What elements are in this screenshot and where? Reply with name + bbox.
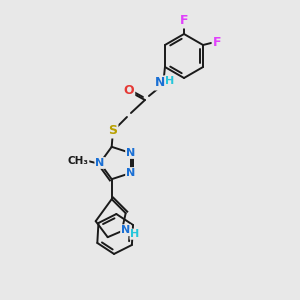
Text: H: H [165, 76, 175, 86]
Text: O: O [124, 83, 134, 97]
Text: CH₃: CH₃ [68, 156, 88, 166]
Text: F: F [213, 37, 221, 50]
Text: N: N [121, 225, 130, 235]
Text: N: N [126, 148, 135, 158]
Text: N: N [126, 168, 135, 178]
Text: F: F [180, 14, 188, 28]
Text: N: N [95, 158, 105, 168]
Text: S: S [108, 124, 117, 137]
Text: N: N [155, 76, 165, 89]
Text: H: H [130, 229, 139, 239]
